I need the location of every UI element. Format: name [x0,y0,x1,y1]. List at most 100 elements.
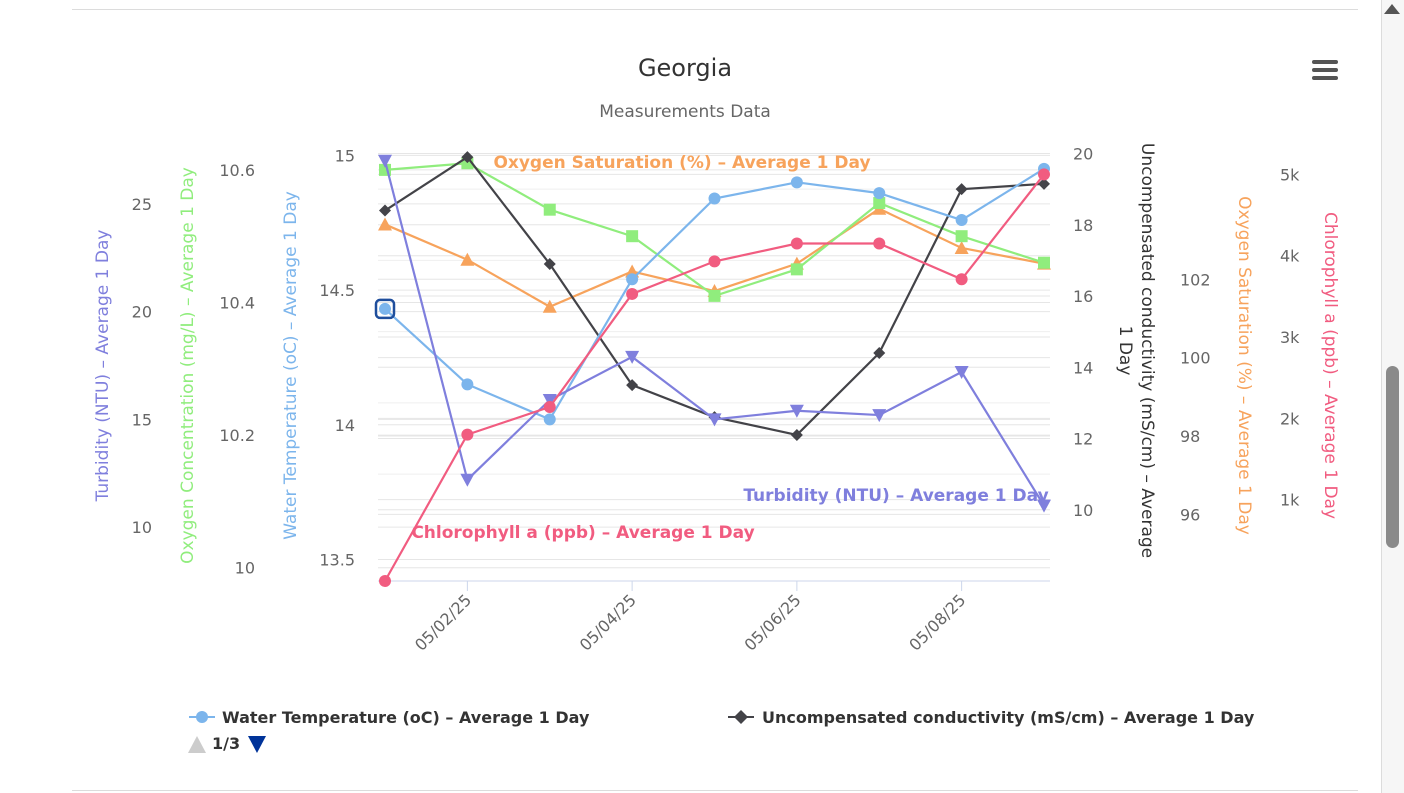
data-point-chlorophyll[interactable] [626,287,639,300]
data-point-oxygen-sat[interactable] [954,240,969,254]
legend-label-water-temperature: Water Temperature (oC) – Average 1 Day [222,708,590,727]
scrollbar-thumb[interactable] [1386,366,1399,548]
y-axis-title-conductivity: Uncompensated conductivity (mS/cm) – Ave… [1115,143,1157,558]
y-tick-label-chlorophyll: 5k [1280,165,1300,184]
y-tick-label-oxygen_conc: 10 [235,559,255,578]
y-tick-label-conductivity: 12 [1073,430,1093,449]
scroll-up-arrow-icon[interactable] [1384,4,1400,14]
data-point-chlorophyll[interactable] [873,237,886,250]
series-line-chlorophyll [384,173,1045,582]
y-tick-label-oxygen_conc: 10.6 [219,161,255,180]
legend-marker-circle-icon [196,711,208,723]
data-point-oxygen-conc[interactable] [873,197,886,210]
y-tick-label-oxygen_conc: 10.4 [219,294,255,313]
data-point-oxygen-sat[interactable] [378,217,392,231]
x-tick-label: 05/06/25 [740,590,804,654]
data-point-oxygen-conc[interactable] [708,289,721,302]
y-axis-title-turbidity: Turbidity (NTU) – Average 1 Day [93,230,113,503]
chart-frame-top-border [72,9,1358,10]
data-point-chlorophyll[interactable] [379,575,391,587]
y-axes: 10 15 20 25 Turbidity (NTU) – Average 1 Day 1… [93,143,1340,578]
x-tick-label: 05/08/25 [905,590,969,654]
legend-item-water-temperature[interactable]: Water Temperature (oC) – Average 1 Day [189,708,590,727]
data-point-chlorophyll[interactable] [461,428,474,441]
data-series [374,151,1051,587]
hamburger-icon-bar [1312,68,1338,72]
data-point-water-temp[interactable] [955,214,968,227]
data-point-turbidity[interactable] [707,413,722,427]
data-point-water-temp[interactable] [461,378,474,391]
series-line-oxygen-conc [384,162,1045,298]
data-point-turbidity[interactable] [542,393,557,407]
data-point-conductivity[interactable] [873,347,886,360]
data-point-water-temp[interactable] [379,302,391,315]
y-axis-title-oxygen_conc: Oxygen Concentration (mg/L) – Average 1 … [178,167,198,564]
data-point-chlorophyll[interactable] [790,237,803,250]
y-tick-label-oxygen_conc: 10.2 [219,426,255,445]
data-point-conductivity[interactable] [379,204,391,217]
data-point-oxygen-sat[interactable] [542,299,557,313]
data-point-conductivity[interactable] [461,151,474,164]
svg-text:1 Day: 1 Day [1115,326,1135,376]
data-point-oxygen-sat[interactable] [460,252,475,266]
data-point-water-temp[interactable] [626,273,639,286]
y-tick-label-turbidity: 10 [132,518,152,537]
data-point-chlorophyll[interactable] [543,400,556,413]
data-point-oxygen-conc[interactable] [626,230,639,243]
legend-page-up-icon [188,736,206,753]
data-point-oxygen-conc[interactable] [955,230,968,243]
legend-item-conductivity[interactable]: Uncompensated conductivity (mS/cm) – Ave… [728,708,1255,727]
y-tick-label-turbidity: 25 [132,195,152,214]
data-point-chlorophyll[interactable] [955,273,968,286]
legend-marker-diamond-icon [734,710,748,724]
data-point-water-temp[interactable] [708,192,721,205]
series-chlorophyll[interactable] [379,168,1050,587]
series-line-turbidity [383,160,1045,507]
chart-context-menu-button[interactable] [1312,60,1338,84]
svg-text:Uncompensated conductivity (mS: Uncompensated conductivity (mS/cm) – Ave… [1137,143,1157,558]
y-tick-label-water_temp: 15 [335,146,355,165]
data-point-turbidity[interactable] [460,473,475,487]
chart-frame-bottom-border [72,790,1358,791]
legend-page-down-icon[interactable] [248,736,266,753]
data-point-conductivity[interactable] [1038,177,1050,190]
data-point-turbidity[interactable] [625,350,640,364]
y-tick-label-conductivity: 20 [1073,145,1093,164]
series-oxygen-conc[interactable] [379,157,1050,302]
data-point-turbidity[interactable] [954,365,969,379]
y-tick-label-oxygen_sat: 102 [1180,270,1211,289]
inline-label-chlorophyll: Chlorophyll a (ppb) – Average 1 Day [411,523,754,543]
data-point-oxygen-sat[interactable] [625,264,640,278]
data-point-chlorophyll[interactable] [708,255,721,268]
data-point-turbidity[interactable] [378,154,392,168]
data-point-turbidity[interactable] [1037,499,1051,513]
chart-title: Georgia [638,54,732,82]
x-tick-label: 05/02/25 [411,590,475,654]
data-point-conductivity[interactable] [543,257,556,270]
y-tick-label-oxygen_sat: 96 [1180,505,1200,524]
data-point-conductivity[interactable] [790,428,803,441]
y-tick-label-oxygen_sat: 100 [1180,349,1211,368]
data-point-oxygen-conc[interactable] [543,203,556,216]
data-point-conductivity[interactable] [626,379,639,392]
chart-subtitle: Measurements Data [599,102,771,122]
data-point-conductivity[interactable] [955,183,968,196]
y-tick-label-oxygen_sat: 98 [1180,427,1200,446]
series-turbidity[interactable] [378,154,1051,513]
y-tick-label-conductivity: 10 [1073,501,1093,520]
data-point-water-temp[interactable] [873,187,886,200]
data-point-oxygen-conc[interactable] [790,263,803,276]
x-axis-ticks: 05/02/25 05/04/25 05/06/25 05/08/25 [411,581,969,655]
data-point-turbidity[interactable] [789,404,804,418]
data-point-water-temp[interactable] [543,413,556,426]
y-tick-label-chlorophyll: 2k [1280,409,1300,428]
y-tick-label-chlorophyll: 4k [1280,247,1300,266]
data-point-turbidity[interactable] [872,409,887,423]
data-point-water-temp[interactable] [790,176,803,189]
y-tick-label-turbidity: 20 [132,303,152,322]
data-point-chlorophyll[interactable] [1038,168,1050,181]
y-tick-label-water_temp: 14.5 [319,281,355,300]
inline-label-oxygen-saturation: Oxygen Saturation (%) – Average 1 Day [493,153,870,173]
data-point-oxygen-conc[interactable] [1038,256,1050,269]
